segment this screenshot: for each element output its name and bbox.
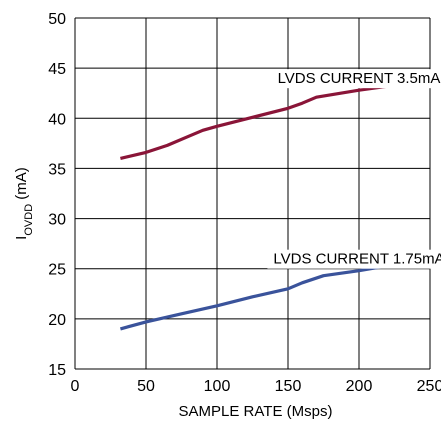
y-tick-label: 45 <box>48 61 66 78</box>
annotation-background <box>267 249 441 269</box>
y-tick-label: 25 <box>48 262 66 279</box>
y-axis-title-unit: (mA) <box>13 167 30 204</box>
series-group <box>119 77 431 331</box>
y-axis-title: IOVDD (mA) <box>13 167 35 240</box>
series-line <box>119 258 431 331</box>
series-line <box>120 77 431 160</box>
x-tick-label: 100 <box>204 378 231 395</box>
y-tick-label: 40 <box>48 111 66 128</box>
y-axis-title-subscript: OVDD <box>23 204 35 236</box>
y-axis-title-main: I <box>13 236 30 240</box>
annotation-background <box>271 69 441 89</box>
annotation-label: LVDS CURRENT 1.75mA <box>273 251 441 268</box>
x-tick-label: 150 <box>275 378 302 395</box>
tick-labels: 0 50 100 150 200 250 15 20 25 30 35 40 45 50 <box>48 11 441 395</box>
x-tick-label: 200 <box>346 378 373 395</box>
y-tick-label: 50 <box>48 11 66 28</box>
x-axis-title: SAMPLE RATE (Msps) <box>179 403 333 420</box>
y-tick-label: 20 <box>48 312 66 329</box>
y-tick-label: 30 <box>48 212 66 229</box>
x-tick-label: 250 <box>417 378 441 395</box>
annotations: LVDS CURRENT 3.5mA LVDS CURRENT 1.75mA <box>267 69 441 269</box>
x-tick-label: 0 <box>71 378 80 395</box>
y-tick-label: 35 <box>48 161 66 178</box>
x-tick-label: 50 <box>137 378 155 395</box>
y-tick-label: 15 <box>48 362 66 379</box>
annotation-label: LVDS CURRENT 3.5mA <box>278 70 441 87</box>
